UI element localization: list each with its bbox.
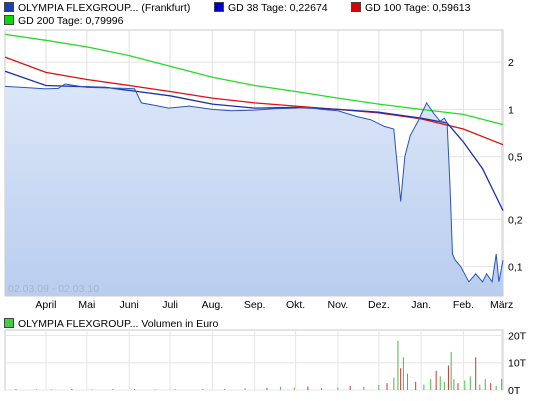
x-tick-label: Feb.	[453, 299, 474, 311]
volume-panel: 20T 10T 0T	[4, 329, 527, 397]
legend-swatch	[214, 2, 224, 12]
legend-label: OLYMPIA FLEXGROUP... Volumen in Euro	[18, 318, 219, 330]
volume-legend: OLYMPIA FLEXGROUP... Volumen in Euro	[4, 318, 541, 331]
legend-label: GD 38 Tage: 0,22674	[228, 2, 328, 14]
x-tick-label: März	[490, 299, 513, 311]
x-tick-label: April	[35, 299, 56, 311]
y-tick-label: 0,5	[508, 152, 523, 164]
volume-y-tick-label: 0T	[508, 385, 521, 397]
legend-item-gd200: GD 200 Tage: 0,79996	[4, 15, 123, 27]
price-legend-row2: GD 200 Tage: 0,79996	[4, 15, 541, 28]
legend-label: GD 100 Tage: 0,59613	[365, 2, 471, 14]
legend-swatch	[4, 2, 14, 12]
x-tick-label: Nov.	[328, 299, 349, 311]
price-line	[4, 83, 504, 284]
x-tick-label: Jan.	[411, 299, 431, 311]
price-legend: OLYMPIA FLEXGROUP... (Frankfurt) GD 38 T…	[4, 2, 541, 15]
x-tick-label: Juli	[162, 299, 178, 311]
legend-swatch	[351, 2, 361, 12]
legend-label: OLYMPIA FLEXGROUP... (Frankfurt)	[18, 2, 191, 14]
volume-y-tick-label: 10T	[508, 358, 527, 370]
price-panel: April Mai Juni Juli Aug. Sep. Okt. Nov. Dez. Jan.…	[4, 29, 523, 311]
price-area	[5, 84, 503, 296]
x-tick-label: Juni	[120, 299, 139, 311]
x-tick-label: Okt.	[286, 299, 305, 311]
legend-label: GD 200 Tage: 0,79996	[18, 15, 124, 27]
y-tick-label: 0,1	[508, 262, 523, 274]
legend-item-gd38: GD 38 Tage: 0,22674	[214, 2, 328, 14]
volume-plot-frame	[4, 329, 504, 391]
volume-y-tick-label: 20T	[508, 330, 527, 342]
legend-item-volume: OLYMPIA FLEXGROUP... Volumen in Euro	[4, 318, 218, 330]
legend-swatch	[4, 15, 14, 25]
x-tick-label: Aug.	[202, 299, 224, 311]
x-tick-label: Mai	[78, 299, 95, 311]
legend-item-gd100: GD 100 Tage: 0,59613	[351, 2, 470, 14]
moving-average-line	[4, 56, 504, 146]
y-tick-label: 2	[508, 57, 514, 69]
y-tick-label: 1	[508, 104, 514, 116]
date-range-label: 02.03.09 - 02.03.10	[8, 283, 99, 295]
y-tick-label: 0,2	[508, 214, 523, 226]
legend-swatch	[4, 318, 14, 328]
x-tick-label: Dez.	[368, 299, 390, 311]
moving-average-line	[4, 33, 504, 126]
x-tick-label: Sep.	[244, 299, 266, 311]
legend-item-price: OLYMPIA FLEXGROUP... (Frankfurt)	[4, 2, 190, 14]
